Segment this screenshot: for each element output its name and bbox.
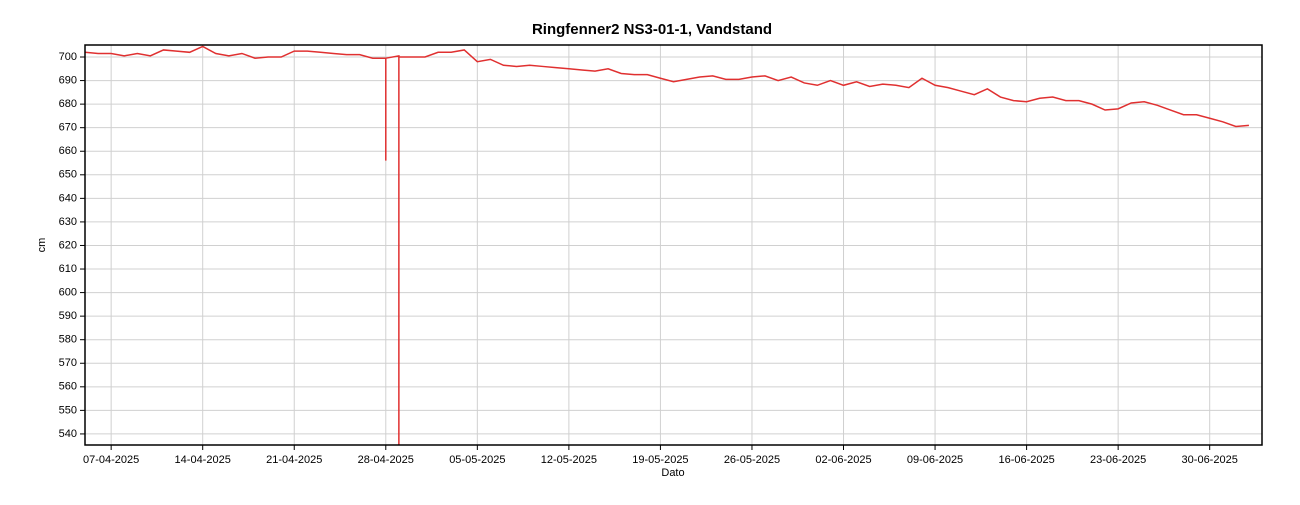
x-tick-label: 12-05-2025 (541, 454, 597, 466)
y-axis-label: cm (36, 238, 48, 253)
y-tick-label: 600 (59, 286, 77, 298)
plot-area (85, 45, 1249, 445)
y-tick-label: 640 (59, 192, 77, 204)
x-tick-label: 07-04-2025 (83, 454, 139, 466)
x-tick-label: 19-05-2025 (632, 454, 688, 466)
x-tick-label: 14-04-2025 (175, 454, 231, 466)
chart-title: Ringfenner2 NS3-01-1, Vandstand (532, 21, 772, 38)
x-tick-label: 09-06-2025 (907, 454, 963, 466)
x-tick-label: 30-06-2025 (1182, 454, 1238, 466)
grid (85, 45, 1262, 445)
x-tick-label: 28-04-2025 (358, 454, 414, 466)
y-tick-label: 620 (59, 239, 77, 251)
y-tick-label: 630 (59, 216, 77, 228)
x-tick-label: 16-06-2025 (998, 454, 1054, 466)
y-tick-label: 570 (59, 357, 77, 369)
x-tick-label: 05-05-2025 (449, 454, 505, 466)
y-tick-label: 540 (59, 428, 77, 440)
y-tick-label: 650 (59, 169, 77, 181)
y-tick-label: 700 (59, 51, 77, 63)
y-tick-label: 610 (59, 263, 77, 275)
y-tick-label: 550 (59, 404, 77, 416)
x-tick-label: 21-04-2025 (266, 454, 322, 466)
x-tick-label: 02-06-2025 (815, 454, 871, 466)
data-line (85, 45, 1249, 445)
x-tick-label: 26-05-2025 (724, 454, 780, 466)
x-tick-label: 23-06-2025 (1090, 454, 1146, 466)
y-tick-label: 690 (59, 74, 77, 86)
y-tick-label: 680 (59, 98, 77, 110)
y-tick-label: 580 (59, 334, 77, 346)
y-tick-label: 590 (59, 310, 77, 322)
x-axis-label: Dato (661, 467, 684, 479)
y-tick-label: 670 (59, 122, 77, 134)
y-tick-label: 560 (59, 381, 77, 393)
y-tick-label: 660 (59, 145, 77, 157)
